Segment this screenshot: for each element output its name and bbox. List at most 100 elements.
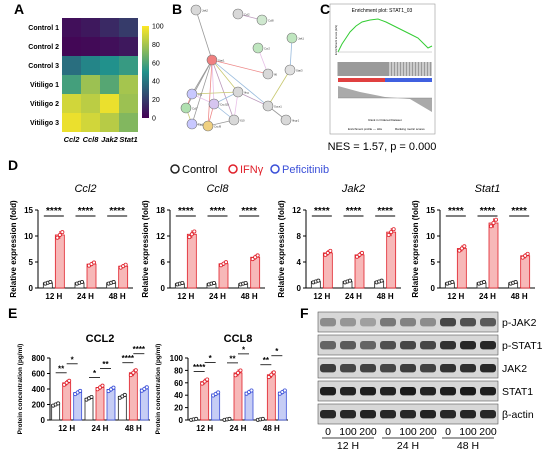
data-point [359,250,364,255]
legend-label-peficitinib: Peficitinib [282,164,329,176]
y-tick-label: 0 [431,284,436,293]
data-point [316,278,321,283]
data-point [205,377,210,382]
data-point [520,255,525,260]
data-point [62,382,67,387]
blot-band [440,364,456,373]
y-tick-label: 40 [174,391,183,400]
blot-band [360,387,376,396]
data-point [459,246,464,251]
heatmap-cell [119,56,138,75]
data-point [328,248,333,253]
x-tick-label: 24 H [209,292,226,301]
data-point [233,373,238,378]
heatmap-cell [62,75,81,94]
blot-band [320,364,336,373]
network-node-label: Stat3 [296,69,303,73]
blot-label: JAK2 [502,363,527,375]
heatmap-cell [100,75,119,94]
network-edge [237,91,269,107]
blot-band [340,341,356,350]
blot-band [440,341,456,350]
data-point [379,278,384,283]
network-node-label: Il10 [240,119,245,123]
data-point [111,385,116,390]
blot-band [380,341,396,350]
dose-label: 200 [419,426,437,438]
bar-ifnγ [354,254,365,289]
data-point [325,250,330,255]
panel-label-a: A [14,1,24,17]
x-tick-label: 24 H [77,292,94,301]
data-point [391,227,396,232]
dose-label: 0 [325,426,331,438]
blot-band [400,341,416,350]
significance-label: ** [229,354,236,363]
heatmap-cell [62,113,81,132]
y-tick-label: 0 [41,416,46,425]
data-point [55,235,60,240]
y-tick-label: 5 [29,258,34,267]
significance-label: **** [46,206,62,217]
blot-band [480,364,496,373]
network-node-label: Tlr4 [198,123,203,127]
legend-marker-control [170,164,180,174]
heatmap-cell [62,37,81,56]
panel-label-c: C [320,1,330,17]
data-point [481,280,486,285]
heatmap-cell [119,94,138,113]
data-point [216,390,221,395]
data-point [491,220,496,225]
bar-ifnγ [128,372,138,421]
heatmap-cell [119,18,138,37]
panel-label-e: E [8,305,17,321]
bar-peficitinib [244,391,254,421]
dose-label: 100 [399,426,417,438]
network-edge [267,69,291,107]
network-node [208,98,220,110]
gsea-metric-area [338,86,432,112]
heatmap-cell [100,94,119,113]
y-tick-label: 6 [161,258,166,267]
blot-band [340,364,356,373]
y-tick-label: 12 [156,232,165,241]
gsea-rank-bar-positive [338,78,385,82]
bar-ifnγ [54,234,65,289]
chart-jak2: 0 4 8 12 Jak2 Relative expression (fold) 12 H *… [277,183,401,301]
y-tick-label: 0 [297,284,302,293]
network-node [228,114,240,126]
heatmap-cell [100,37,119,56]
y-tick-label: 10 [426,232,435,241]
y-axis-label: Relative expression (fold) [9,200,18,298]
network-edge [289,37,293,71]
network-node [256,14,268,26]
heatmap-cell [81,113,100,132]
heatmap-cell [81,94,100,113]
data-point [122,392,127,397]
data-point [271,370,276,375]
network-edge [211,59,235,121]
network-edge [191,91,239,95]
blot-band [480,387,496,396]
y-tick-label: 12 [292,206,301,215]
heatmap-scale-tick: 40 [152,79,160,86]
significance-label: ** [263,356,270,365]
blot-band [360,341,376,350]
timepoint-label: 48 H [457,440,479,451]
data-point [269,372,274,377]
blot-band [420,364,436,373]
y-tick-label: 600 [32,370,46,379]
chart-ccl8: 0 6 12 18 Ccl8 Relative expression (fold) 12 H… [141,183,265,301]
significance-label: **** [241,206,257,217]
data-point [89,394,94,399]
network-node-label: Stat1 [218,59,225,63]
x-tick-label: 12 H [45,292,62,301]
data-point [187,235,192,240]
data-point [133,368,138,373]
heatmap-cell [100,18,119,37]
bar-ifnγ [488,222,499,289]
heatmap-row-label: Vitiligo 2 [30,101,59,108]
network-node [186,118,198,130]
chart-title: Stat1 [475,183,501,195]
y-axis-label: Protein concentration (pg/ml) [17,344,24,435]
